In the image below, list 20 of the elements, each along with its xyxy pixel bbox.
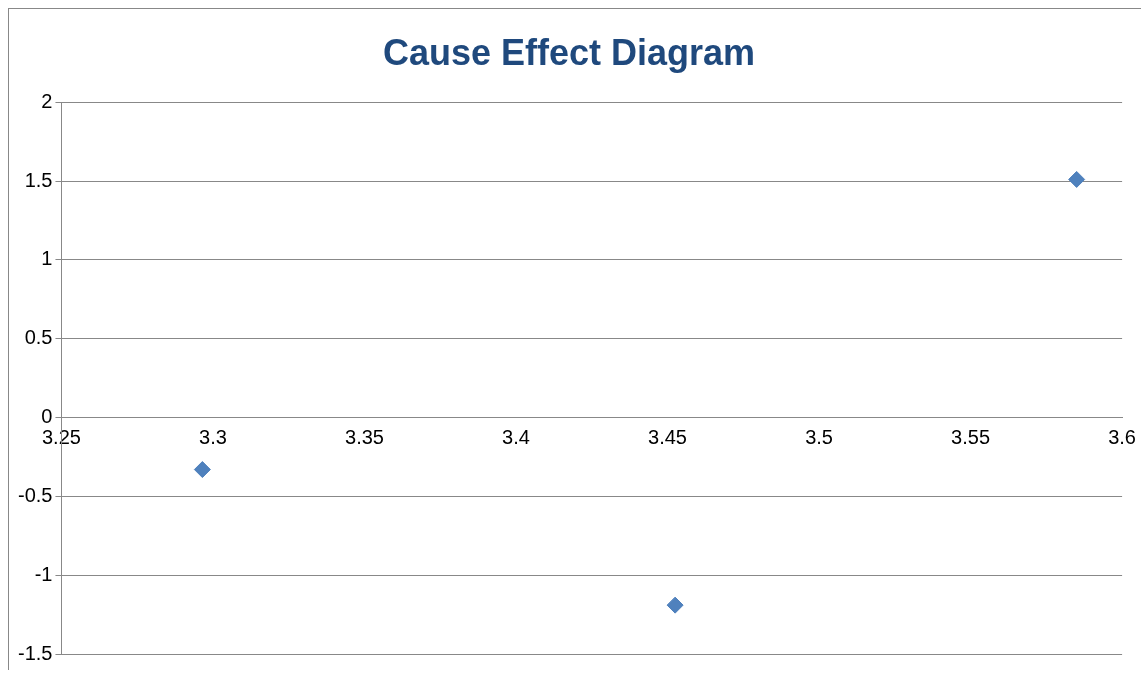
y-tick-label: -1 (34, 562, 53, 585)
y-tick-label: 2 (41, 89, 53, 112)
y-tick-label: 1 (41, 247, 53, 270)
point (1068, 170, 1086, 188)
x-tick-label: 3.55 (951, 426, 991, 449)
y-tick-label: -1.5 (17, 641, 53, 664)
x-tick-label: 3.6 (1108, 426, 1136, 449)
chart-title: Cause Effect Diagram (382, 31, 756, 73)
x-tick-label: 3.25 (41, 426, 81, 449)
y-tick-label: 0.5 (24, 326, 53, 349)
y-tick-label: -0.5 (17, 483, 53, 506)
x-tick-label: 3.35 (345, 426, 384, 449)
x-tick-label: 3.5 (805, 426, 833, 449)
x-tick-label: 3.45 (648, 426, 688, 449)
x-tick-label: 3.4 (502, 426, 530, 449)
point (193, 461, 211, 479)
point (666, 596, 684, 614)
x-tick-label: 3.3 (199, 426, 227, 449)
y-tick-label: 0 (41, 405, 53, 428)
y-tick-label: 1.5 (24, 168, 53, 191)
